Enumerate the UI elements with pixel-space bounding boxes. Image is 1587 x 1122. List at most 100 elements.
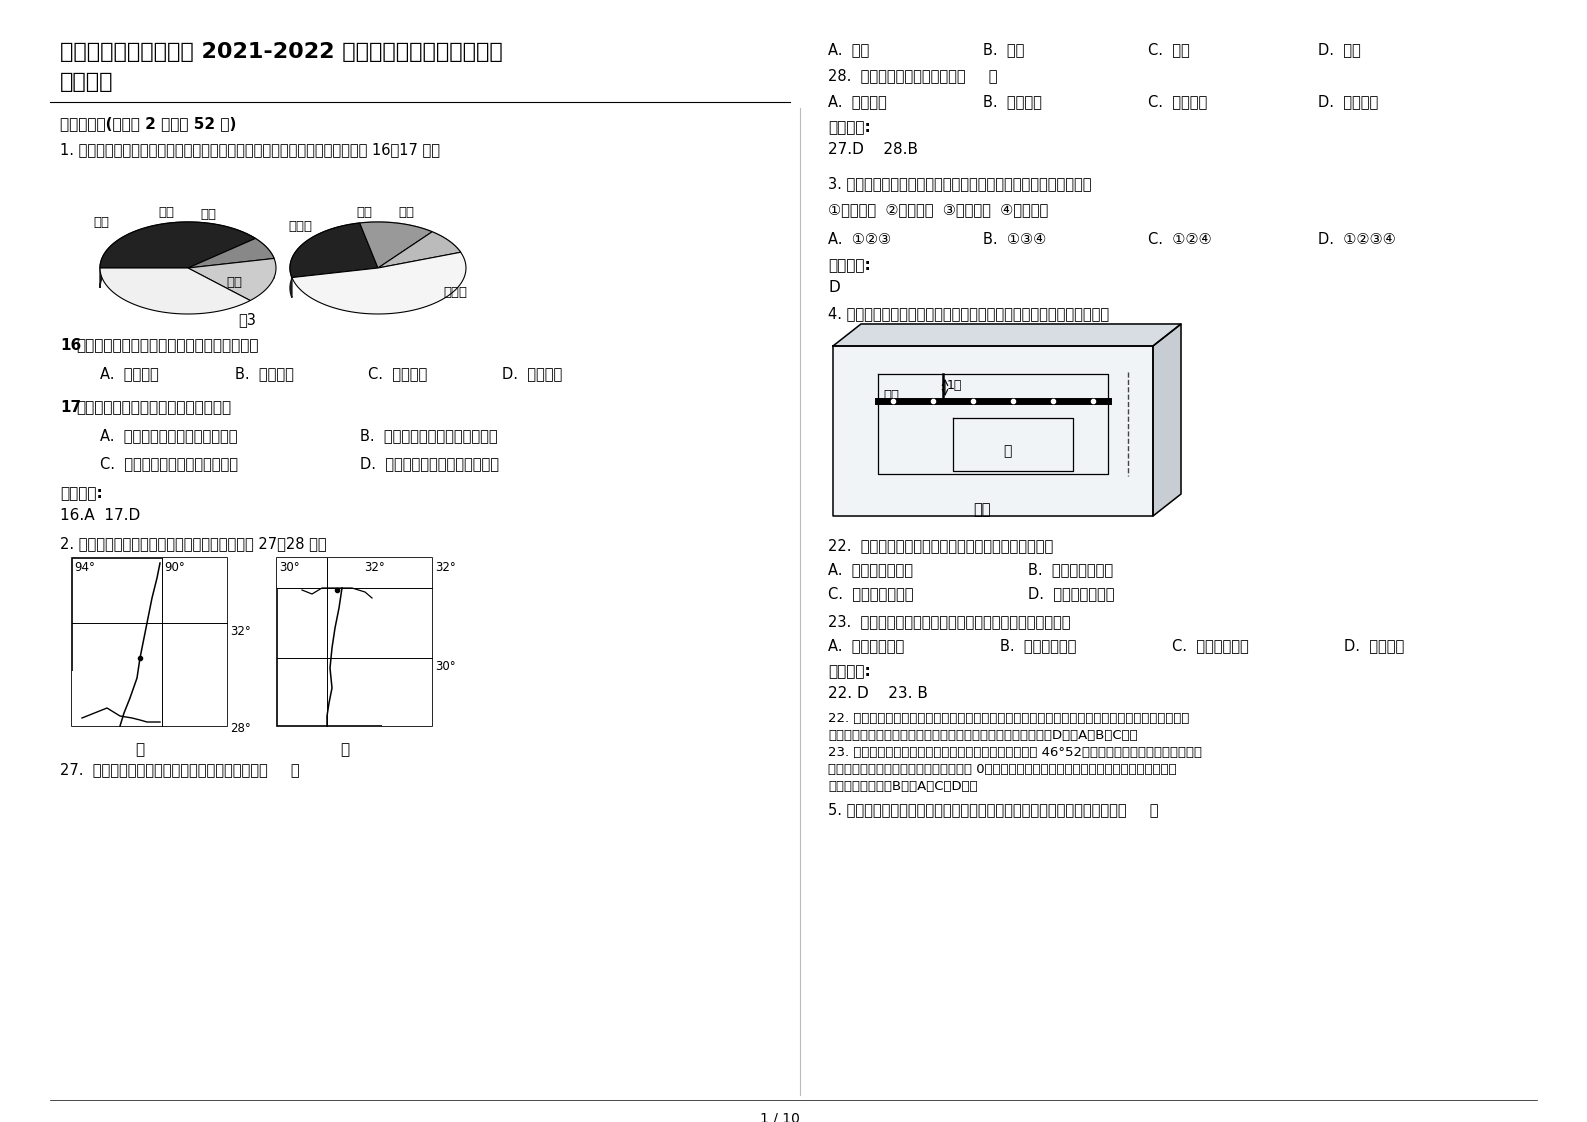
Text: 4. 我国某小区阳台统一安装上下伸缩式晾衣架。读图，回答下面小题。: 4. 我国某小区阳台统一安装上下伸缩式晾衣架。读图，回答下面小题。 <box>828 306 1109 321</box>
Bar <box>278 558 432 588</box>
Polygon shape <box>100 222 256 268</box>
Text: 参考答案:: 参考答案: <box>60 486 103 502</box>
Text: A.  冬季长，夏季短: A. 冬季长，夏季短 <box>828 562 913 577</box>
Text: 32°: 32° <box>230 625 251 638</box>
Text: 参考答案:: 参考答案: <box>828 258 871 273</box>
Text: 陡坡: 陡坡 <box>94 217 110 229</box>
Text: D.  西南: D. 西南 <box>1317 42 1360 57</box>
Polygon shape <box>100 222 256 288</box>
Bar <box>71 558 227 726</box>
Text: D: D <box>828 280 840 295</box>
Text: 度都比广州小，正午时悬挂晾衣架的绳索长度冬季短，夏季短，D对，A、B、C错。: 度都比广州小，正午时悬挂晾衣架的绳索长度冬季短，夏季短，D对，A、B、C错。 <box>828 729 1138 742</box>
Text: D.  无法判断: D. 无法判断 <box>1317 94 1378 109</box>
Text: 32°: 32° <box>363 561 384 574</box>
Polygon shape <box>833 324 1181 346</box>
Text: C.  ①②④: C. ①②④ <box>1147 232 1211 247</box>
Text: 四川省泸州市震东中学 2021-2022 学年高二地理下学期期末试: 四川省泸州市震东中学 2021-2022 学年高二地理下学期期末试 <box>60 42 503 62</box>
Text: 28.  甲乙两图所采用的比例尺（     ）: 28. 甲乙两图所采用的比例尺（ ） <box>828 68 998 83</box>
Bar <box>278 558 432 726</box>
Text: 22. D    23. B: 22. D 23. B <box>828 686 928 701</box>
Text: 30°: 30° <box>435 660 455 673</box>
Polygon shape <box>187 239 275 268</box>
Text: D.  ①②③④: D. ①②③④ <box>1317 232 1395 247</box>
Text: 1. 下图为我国江南丘陵某地地形结构和农业用地结构的饼状图。对比分析回答 16～17 题。: 1. 下图为我国江南丘陵某地地形结构和农业用地结构的饼状图。对比分析回答 16～… <box>60 142 440 157</box>
Text: 2. 甲、乙两图为世界著名的三角洲图。读图回答 27～28 题。: 2. 甲、乙两图为世界著名的三角洲图。读图回答 27～28 题。 <box>60 536 327 551</box>
Text: 图3: 图3 <box>238 312 256 327</box>
Text: 17: 17 <box>60 401 81 415</box>
Text: 武汉，绳索是可以收起的，收起时长度为 0，北京与武汉相比较，北京冬夏正午绳索长度伸缩变化: 武汉，绳索是可以收起的，收起时长度为 0，北京与武汉相比较，北京冬夏正午绳索长度… <box>828 763 1176 776</box>
Bar <box>71 671 227 726</box>
Bar <box>162 558 227 726</box>
Polygon shape <box>360 222 432 268</box>
Text: 水面: 水面 <box>159 206 175 219</box>
Text: 渔业: 渔业 <box>398 206 414 219</box>
Text: B.  西北: B. 西北 <box>982 42 1024 57</box>
Text: 种植业: 种植业 <box>443 286 467 298</box>
Polygon shape <box>360 222 432 251</box>
Text: B.  冬季短，夏季长: B. 冬季短，夏季长 <box>1028 562 1112 577</box>
Text: 阳台: 阳台 <box>973 502 990 517</box>
Text: 一、选择题(每小题 2 分，共 52 分): 一、选择题(每小题 2 分，共 52 分) <box>60 116 236 131</box>
Text: B.  修建梯田，扩大水稻种植面积: B. 修建梯田，扩大水稻种植面积 <box>360 427 498 443</box>
Polygon shape <box>1154 324 1181 516</box>
Text: A.  甲大于乙: A. 甲大于乙 <box>828 94 887 109</box>
Text: A.  东南: A. 东南 <box>828 42 870 57</box>
Text: C.  甲乙相同: C. 甲乙相同 <box>1147 94 1208 109</box>
Text: 27.D    28.B: 27.D 28.B <box>828 142 917 157</box>
Polygon shape <box>100 268 251 314</box>
Polygon shape <box>378 232 460 268</box>
Text: 22. 正午太阳高度越大，悬挂晾衣架的绳索就越长，与武汉相比较，北京纬度高，一年中正午太阳高: 22. 正午太阳高度越大，悬挂晾衣架的绳索就越长，与武汉相比较，北京纬度高，一年… <box>828 712 1189 725</box>
Text: 1米: 1米 <box>947 379 962 392</box>
Polygon shape <box>833 346 1154 516</box>
Text: 门: 门 <box>1003 444 1011 458</box>
Text: 28°: 28° <box>230 721 251 735</box>
Text: A.  ①②③: A. ①②③ <box>828 232 892 247</box>
Text: 94°: 94° <box>75 561 95 574</box>
Text: B.  乙大于甲: B. 乙大于甲 <box>982 94 1043 109</box>
Polygon shape <box>256 239 275 278</box>
Text: C.  冬季短，夏季长: C. 冬季短，夏季长 <box>828 586 914 601</box>
Bar <box>382 558 432 726</box>
Text: 林业: 林业 <box>355 206 371 219</box>
Text: D.  冬季短，夏季短: D. 冬季短，夏季短 <box>1028 586 1114 601</box>
Text: 卷含解析: 卷含解析 <box>60 72 114 92</box>
Polygon shape <box>187 258 276 301</box>
Text: A.  北京大于武汉: A. 北京大于武汉 <box>828 638 905 653</box>
Text: D.  无法比较: D. 无法比较 <box>1344 638 1404 653</box>
Text: 23.  北京与武汉比较，正午时夏天绳索长度伸缩变化的幅度: 23. 北京与武汉比较，正午时夏天绳索长度伸缩变化的幅度 <box>828 614 1071 629</box>
Text: D.  调整农业结构，发展立体农业: D. 调整农业结构，发展立体农业 <box>360 456 498 471</box>
Text: 1 / 10: 1 / 10 <box>760 1112 800 1122</box>
Text: 乙: 乙 <box>341 742 349 757</box>
Text: 3. 下列事物和技能中，能为地球村村民之间提供快捷信息交流的是: 3. 下列事物和技能中，能为地球村村民之间提供快捷信息交流的是 <box>828 176 1092 191</box>
Text: 16.A  17.D: 16.A 17.D <box>60 508 140 523</box>
Text: 27.  图甲中河流三角洲位于乙图中河流三角洲的（     ）: 27. 图甲中河流三角洲位于乙图中河流三角洲的（ ） <box>60 762 300 778</box>
Text: B.  ①③④: B. ①③④ <box>982 232 1046 247</box>
Text: 32°: 32° <box>435 561 455 574</box>
Text: D.  过度养殖: D. 过度养殖 <box>501 366 562 381</box>
Text: B.  过度放牧: B. 过度放牧 <box>235 366 294 381</box>
Text: 绳索: 绳索 <box>882 389 898 402</box>
Text: 缓坡: 缓坡 <box>225 276 241 289</box>
Text: 平原: 平原 <box>200 208 216 221</box>
Text: 的幅度小于武汉，B对，A、C、D错。: 的幅度小于武汉，B对，A、C、D错。 <box>828 780 978 793</box>
Polygon shape <box>292 252 467 314</box>
Polygon shape <box>432 232 460 273</box>
Text: A.  过度开垦: A. 过度开垦 <box>100 366 159 381</box>
Text: 16: 16 <box>60 338 81 353</box>
Text: 、造成该地农业用地结构不合理的主要原因是: 、造成该地农业用地结构不合理的主要原因是 <box>76 338 259 353</box>
Text: 23. 北京和武汉的冬夏正午太阳高度变化幅度相同，都是 46°52。而北京冬夏正午太阳高度都小于: 23. 北京和武汉的冬夏正午太阳高度变化幅度相同，都是 46°52。而北京冬夏正… <box>828 746 1201 758</box>
Text: A.  缓坡退耕，发展大牧场放牧业: A. 缓坡退耕，发展大牧场放牧业 <box>100 427 238 443</box>
Text: 甲: 甲 <box>135 742 144 757</box>
Text: C.  过度围垦: C. 过度围垦 <box>368 366 427 381</box>
Text: 参考答案:: 参考答案: <box>828 664 871 679</box>
Text: ①手机短信  ②电子邮件  ③视频聊天  ④移动电话: ①手机短信 ②电子邮件 ③视频聊天 ④移动电话 <box>828 202 1049 217</box>
Text: 30°: 30° <box>279 561 300 574</box>
Text: C.  东北: C. 东北 <box>1147 42 1190 57</box>
Text: 5. 铁路建设受地理环境的影响。下列铁路对应的线路特征描述最合适的是（     ）: 5. 铁路建设受地理环境的影响。下列铁路对应的线路特征描述最合适的是（ ） <box>828 802 1159 817</box>
Text: 90°: 90° <box>163 561 184 574</box>
Polygon shape <box>290 223 360 297</box>
Text: C.  全面封山育林，改善生态环境: C. 全面封山育林，改善生态环境 <box>100 456 238 471</box>
Text: B.  北京小于武汉: B. 北京小于武汉 <box>1000 638 1076 653</box>
Text: 畜牧业: 畜牧业 <box>287 220 313 233</box>
Text: C.  北京等于武汉: C. 北京等于武汉 <box>1173 638 1249 653</box>
